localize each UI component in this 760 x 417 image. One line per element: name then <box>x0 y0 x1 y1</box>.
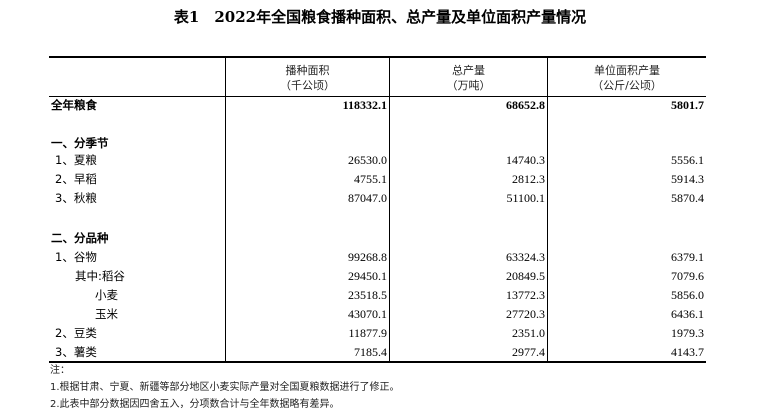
cell-value: 2351.0 <box>512 326 545 340</box>
table-row: 1、谷物 99268.8 63324.3 6379.1 <box>49 248 706 267</box>
cell-value: 23518.5 <box>348 288 387 302</box>
table-row: 3、薯类 7185.4 2977.4 4143.7 <box>49 343 706 362</box>
cell-value: 4755.1 <box>354 172 387 186</box>
cell-value: 7079.6 <box>671 269 704 283</box>
row-label: 2、豆类 <box>55 326 97 340</box>
cell-value: 1979.3 <box>671 326 704 340</box>
row-label: 1、谷物 <box>55 250 97 264</box>
row-label: 1、夏粮 <box>55 153 97 167</box>
cell-value: 2977.4 <box>512 345 545 359</box>
row-label: 全年粮食 <box>51 98 97 112</box>
table-title: 表1 2022年全国粮食播种面积、总产量及单位面积产量情况 <box>173 8 587 26</box>
table-header: 播种面积 （千公顷） 总产量 （万吨） 单位面积产量 （公斤/公顷） <box>49 58 706 97</box>
cell-value: 20849.5 <box>506 269 545 283</box>
table-row: 玉米 43070.1 27720.3 6436.1 <box>49 305 706 324</box>
cell-value: 14740.3 <box>506 153 545 167</box>
col-header-yield: 单位面积产量 （公斤/公顷） <box>592 64 662 92</box>
grain-table: 播种面积 （千公顷） 总产量 （万吨） 单位面积产量 （公斤/公顷） 全年粮食 1183… <box>49 56 706 363</box>
row-label: 玉米 <box>95 307 118 321</box>
row-label: 一、分季节 <box>51 136 109 150</box>
col-header-area: 播种面积 （千公顷） <box>280 64 335 92</box>
cell-value: 7185.4 <box>354 345 387 359</box>
table-row: 全年粮食 118332.1 68652.8 5801.7 <box>49 96 706 115</box>
table-row: 二、分品种 <box>49 229 706 248</box>
cell-value: 5856.0 <box>671 288 704 302</box>
note-line: 注： <box>50 365 70 376</box>
cell-value: 11877.9 <box>348 326 387 340</box>
cell-value: 5556.1 <box>671 153 704 167</box>
cell-value: 2812.3 <box>512 172 545 186</box>
cell-value: 63324.3 <box>506 250 545 264</box>
row-label: 其中:稻谷 <box>75 269 125 283</box>
table-row: 3、秋粮 87047.0 51100.1 5870.4 <box>49 189 706 208</box>
cell-value: 118332.1 <box>342 98 387 112</box>
cell-value: 87047.0 <box>348 191 387 205</box>
note-line: 1.根据甘肃、宁夏、新疆等部分地区小麦实际产量对全国夏粮数据进行了修正。 <box>50 382 400 393</box>
cell-value: 13772.3 <box>506 288 545 302</box>
table-row: 一、分季节 <box>49 134 706 153</box>
cell-value: 26530.0 <box>348 153 387 167</box>
row-label: 二、分品种 <box>51 231 109 245</box>
row-label: 小麦 <box>95 288 118 302</box>
row-label: 3、薯类 <box>55 345 97 359</box>
cell-value: 43070.1 <box>348 307 387 321</box>
cell-value: 99268.8 <box>348 250 387 264</box>
note-line: 2.此表中部分数据因四舍五入，分项数合计与全年数据略有差异。 <box>50 399 340 410</box>
cell-value: 6436.1 <box>671 307 704 321</box>
cell-value: 4143.7 <box>671 345 704 359</box>
table-row: 2、豆类 11877.9 2351.0 1979.3 <box>49 324 706 343</box>
cell-value: 5914.3 <box>671 172 704 186</box>
cell-value: 5801.7 <box>671 98 704 112</box>
cell-value: 6379.1 <box>671 250 704 264</box>
row-label: 3、秋粮 <box>55 191 97 205</box>
cell-value: 29450.1 <box>348 269 387 283</box>
table-row: 2、早稻 4755.1 2812.3 5914.3 <box>49 170 706 189</box>
cell-value: 27720.3 <box>506 307 545 321</box>
table-row: 其中:稻谷 29450.1 20849.5 7079.6 <box>49 267 706 286</box>
cell-value: 5870.4 <box>671 191 704 205</box>
cell-value: 51100.1 <box>506 191 545 205</box>
table-row: 1、夏粮 26530.0 14740.3 5556.1 <box>49 151 706 170</box>
table-row: 小麦 23518.5 13772.3 5856.0 <box>49 286 706 305</box>
col-header-output: 总产量 （万吨） <box>446 64 491 92</box>
row-label: 2、早稻 <box>55 172 97 186</box>
cell-value: 68652.8 <box>506 98 545 112</box>
